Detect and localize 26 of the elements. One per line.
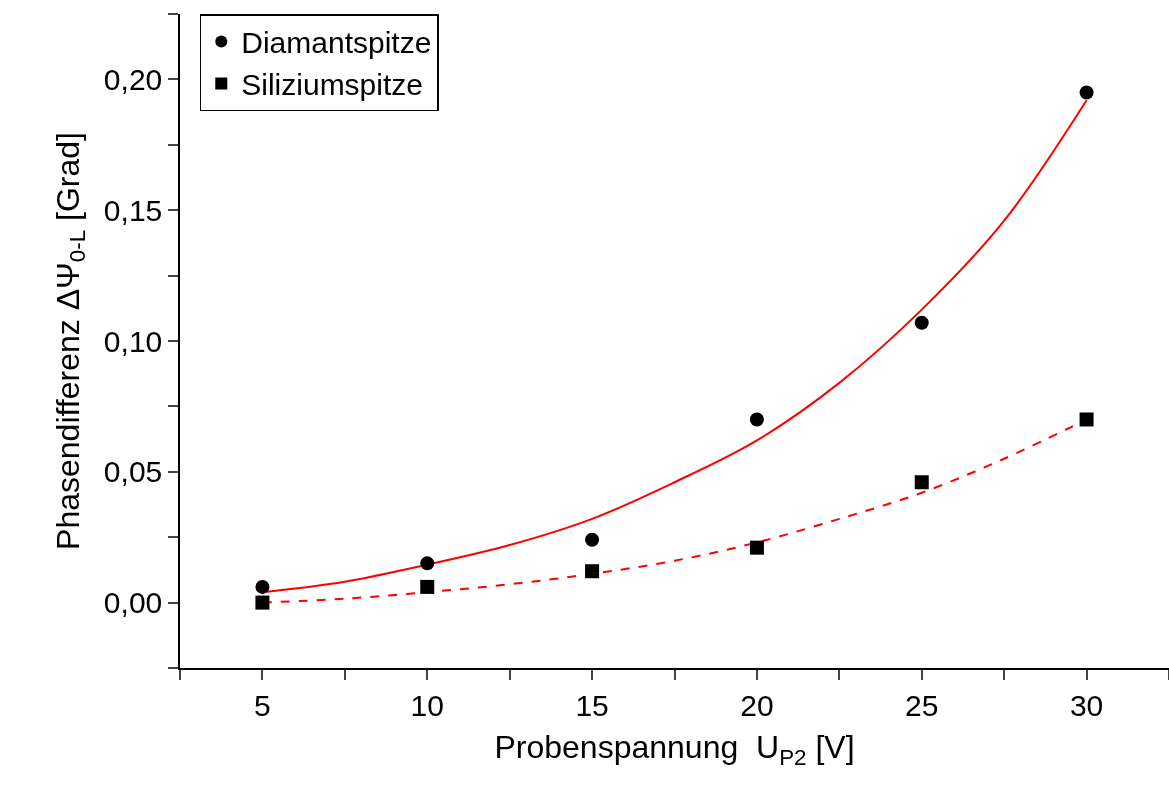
- x-axis-title: Probenspannung U$_{P2}$ [V]: [494, 729, 855, 770]
- y-tick-label: 0,00: [103, 586, 163, 620]
- point: [585, 564, 600, 579]
- point: [1079, 85, 1094, 100]
- point: [914, 475, 929, 490]
- legend-label: Diamantspitze: [241, 26, 432, 60]
- y-tick-label: 0,10: [103, 324, 163, 358]
- point: [1079, 412, 1094, 427]
- legend-label: Siliziumspitze: [241, 68, 423, 102]
- point: [255, 579, 270, 594]
- point: [420, 579, 435, 594]
- point: [255, 595, 270, 610]
- point: [420, 556, 435, 571]
- y-tick-label: 0,20: [103, 62, 163, 96]
- x-tick-label: 10: [410, 688, 444, 722]
- x-tick-label: 15: [575, 688, 609, 722]
- x-tick-label: 5: [254, 688, 271, 722]
- point: [749, 540, 764, 555]
- point: [914, 315, 929, 330]
- point: [585, 532, 600, 547]
- point: [749, 412, 764, 427]
- x-tick-label: 30: [1069, 688, 1104, 722]
- y-tick-label: 0,05: [103, 455, 163, 489]
- x-tick-label: 20: [740, 688, 774, 722]
- x-tick-label: 25: [905, 688, 939, 722]
- y-tick-label: 0,15: [103, 193, 163, 227]
